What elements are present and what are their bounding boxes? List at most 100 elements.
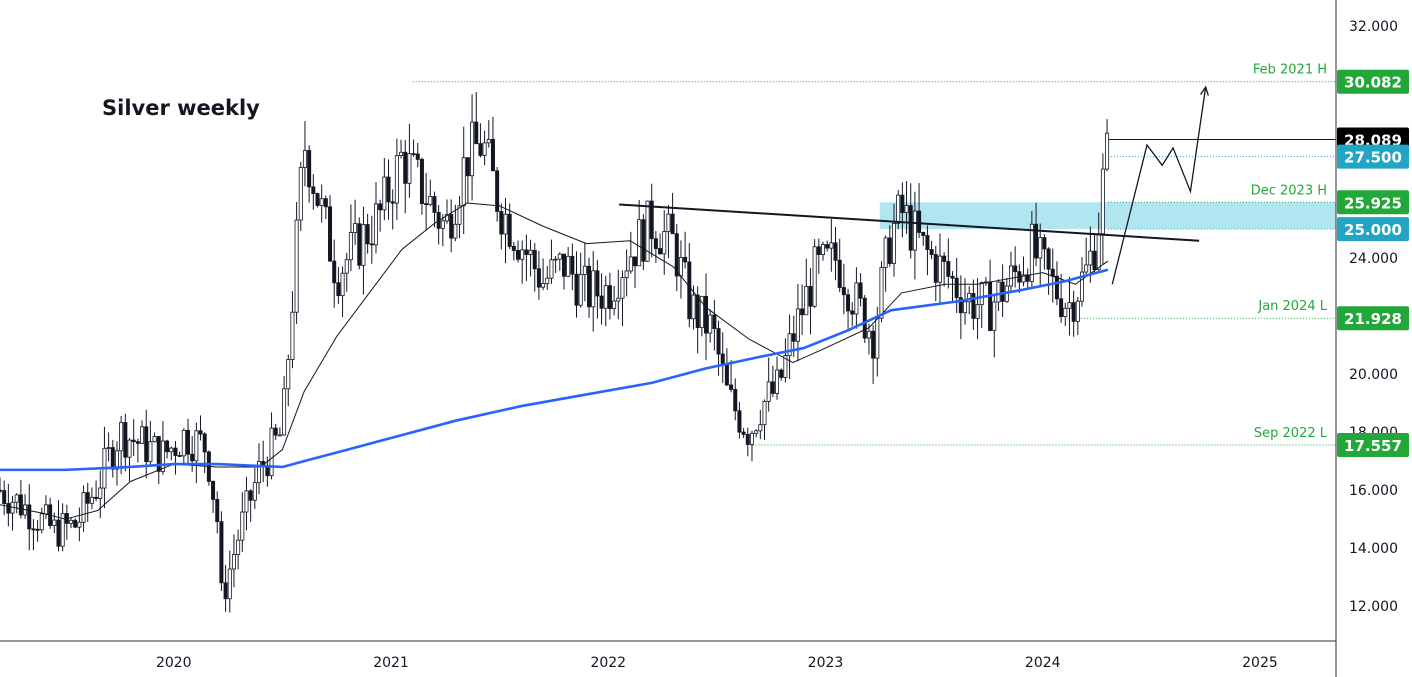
candle-body [1059, 298, 1064, 317]
candle [98, 470, 103, 519]
candle [135, 438, 140, 463]
candle-body [453, 223, 458, 239]
candle-body [825, 244, 830, 249]
candle [236, 529, 241, 570]
candle [56, 500, 61, 552]
candle [1021, 256, 1026, 287]
candle-body [348, 232, 353, 261]
candle [373, 182, 378, 254]
candle [762, 399, 767, 440]
y-tick-label: 14.000 [1349, 541, 1398, 557]
candle [257, 443, 262, 495]
candle [298, 161, 303, 231]
candle [541, 258, 546, 291]
candle [612, 286, 617, 316]
candle-body [244, 490, 249, 513]
y-tick-label: 24.000 [1349, 251, 1398, 267]
candle-body [43, 504, 48, 515]
candle-body [967, 292, 972, 303]
candle [399, 139, 404, 159]
candle [490, 116, 495, 172]
candle-body [816, 246, 821, 255]
candle [294, 202, 299, 325]
candle [219, 511, 224, 592]
candle-body [478, 143, 483, 156]
candle-body [545, 277, 550, 284]
candle [816, 238, 821, 274]
candle-body [587, 265, 592, 308]
candle [766, 357, 771, 412]
candle [912, 191, 917, 280]
price-badge-4: 25.000 [1337, 217, 1409, 242]
candle [85, 482, 90, 522]
price-badge-bg [1337, 190, 1409, 215]
candle [332, 239, 337, 308]
candle [432, 191, 437, 228]
slow-moving-average [0, 268, 1109, 472]
candle-body [1063, 307, 1068, 317]
candle [73, 518, 78, 529]
candle-body [486, 139, 491, 144]
y-tick-label: 12.000 [1349, 599, 1398, 615]
candle-body [323, 198, 328, 208]
candle [152, 432, 157, 443]
candle-body [202, 433, 207, 453]
candle-body [762, 400, 767, 426]
candle-body [912, 210, 917, 251]
candle-body [578, 274, 583, 306]
candle [282, 375, 287, 436]
candle [64, 504, 69, 540]
candle-body [1088, 250, 1093, 266]
candle [348, 204, 353, 272]
candle [570, 243, 575, 291]
candle [394, 138, 399, 221]
candle-body [595, 270, 600, 297]
candle-body [883, 237, 888, 268]
candle-body [858, 282, 863, 299]
candle-body [1071, 302, 1076, 322]
candle-body [716, 328, 721, 355]
candle-body [975, 304, 980, 319]
candle-body [582, 265, 587, 275]
candle-body [223, 582, 228, 600]
candle [632, 256, 637, 289]
candle-body [156, 436, 161, 472]
candle [946, 238, 951, 289]
candle-body [837, 259, 842, 288]
candle [319, 184, 324, 223]
candle-body [77, 521, 82, 528]
candle-body [516, 250, 521, 260]
candle [866, 323, 871, 355]
candle-body [0, 489, 3, 492]
candle-body [98, 487, 103, 499]
candle [165, 439, 170, 459]
candle-body [511, 245, 516, 251]
candle [879, 261, 884, 323]
candle-body [779, 369, 784, 378]
y-tick-label: 32.000 [1349, 19, 1398, 35]
candle [185, 418, 190, 465]
candle-body [892, 222, 897, 264]
candle-body [474, 121, 479, 145]
candle-body [252, 482, 257, 501]
candle [474, 92, 479, 145]
candle-body [110, 447, 115, 470]
candle-body [862, 297, 867, 339]
candle [365, 213, 370, 254]
candle-body [386, 176, 391, 203]
candle-body [81, 492, 86, 523]
candle-body [787, 333, 792, 357]
candle [745, 427, 750, 457]
candle [1000, 264, 1005, 317]
candle [382, 158, 387, 221]
candle-body [971, 292, 976, 319]
candle-body [963, 301, 968, 314]
candle [14, 493, 19, 514]
candle [198, 415, 203, 441]
candle-body [382, 176, 387, 211]
candle [528, 239, 533, 277]
candle [1071, 290, 1076, 337]
candle-body [495, 170, 500, 212]
candle [18, 479, 23, 519]
